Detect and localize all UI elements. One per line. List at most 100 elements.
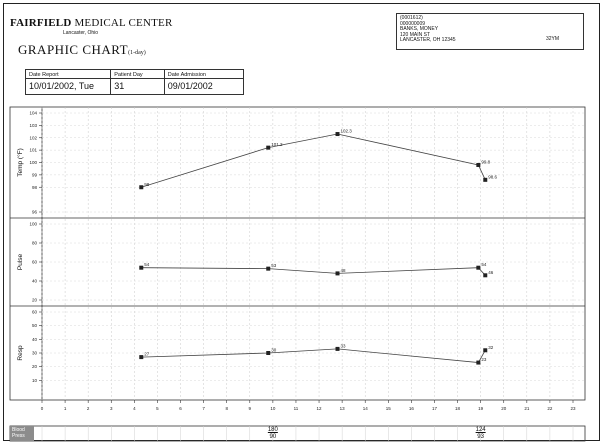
y-tick-label: 60 [32,310,38,315]
date-admission-label: Date Admission [164,70,243,79]
patient-city: LANCASTER, OH 12345 [400,37,456,44]
x-tick-label: 14 [363,406,369,411]
x-tick-label: 12 [317,406,323,411]
x-tick-label: 5 [156,406,159,411]
x-tick-label: 15 [386,406,392,411]
y-tick-label: 50 [32,323,38,328]
bp-label-line2: Press [12,433,25,439]
chart-title: GRAPHIC CHART(1-day) [18,42,146,58]
date-report-label: Date Report [26,70,111,79]
info-table: Date Report 10/01/2002, Tue Patient Day … [25,69,244,95]
y-tick-label: 100 [29,160,37,165]
chart-frame [3,3,600,441]
bp-reading: 180 90 [265,427,281,441]
data-point [335,346,340,351]
x-tick-label: 2 [87,406,90,411]
data-label: 54 [144,262,150,267]
data-label: 23 [481,357,487,362]
y-tick-label: 10 [32,378,38,383]
y-tick-label: 20 [32,298,38,303]
bp-row-box [9,425,586,442]
blood-pressure-label: Blood Press [10,426,34,441]
chart-title-text: GRAPHIC CHART [18,42,129,57]
data-label: 27 [144,352,150,357]
x-tick-label: 6 [179,406,182,411]
hospital-location: Lancaster, Ohio [63,30,99,36]
data-label: 102.3 [341,129,353,134]
x-tick-label: 21 [524,406,530,411]
y-tick-label: 98 [32,185,38,190]
data-point [335,271,340,276]
patient-line2: 000000009 [400,20,426,27]
chart-subtitle: (1-day) [128,50,146,56]
x-tick-label: 7 [202,406,205,411]
data-point [139,185,144,190]
x-tick-label: 18 [455,406,461,411]
patient-line1: (0001612) [400,15,423,21]
y-tick-label: 104 [29,111,37,116]
y-axis-label: Pulse [17,253,24,270]
x-tick-label: 16 [409,406,415,411]
series-line [141,133,486,188]
data-label: 98 [144,182,150,187]
data-point [476,265,481,270]
data-point [266,351,271,355]
x-tick-label: 0 [41,406,44,411]
data-label: 54 [481,262,487,267]
data-point [483,273,488,278]
y-axis-label: Resp [17,345,24,361]
x-tick-label: 22 [547,406,553,411]
bp-systolic: 180 [267,427,278,433]
data-label: 32 [488,345,494,350]
y-tick-label: 96 [32,210,38,215]
bp-label-line1: Blood [12,427,25,433]
data-label: 53 [271,263,277,268]
x-tick-label: 8 [225,406,228,411]
data-label: 46 [488,270,494,275]
date-admission-cell: Date Admission 09/01/2002 [164,70,243,94]
data-point [483,348,488,353]
hospital-name: FAIRFIELD MEDICAL CENTER [10,17,172,29]
data-point [476,162,481,167]
series-line [141,267,486,276]
data-point [335,132,340,137]
y-tick-label: 60 [32,260,38,265]
x-tick-label: 9 [249,406,252,411]
y-tick-label: 101 [29,148,37,153]
data-label: 99.8 [481,159,490,164]
patient-day-value: 31 [114,81,125,91]
hospital-name-rest: MEDICAL CENTER [74,17,173,29]
data-point [266,145,271,150]
x-tick-label: 23 [570,406,576,411]
y-tick-label: 102 [29,135,37,140]
y-tick-label: 20 [32,364,38,369]
bp-systolic: 124 [475,427,486,433]
data-label: 98.6 [488,174,497,179]
date-report-cell: Date Report 10/01/2002, Tue [26,70,112,94]
y-tick-label: 103 [29,123,37,128]
x-tick-label: 17 [432,406,438,411]
data-point [476,360,481,365]
data-point [139,265,144,270]
bp-reading: 124 93 [473,427,489,441]
patient-box: (0001612) 000000009 BANKS, MONEY 120 MAI… [396,13,584,50]
chart-box [9,106,586,401]
data-point [483,177,488,182]
hospital-name-bold: FAIRFIELD [10,17,72,29]
x-tick-label: 19 [478,406,484,411]
y-tick-label: 40 [32,279,38,284]
y-tick-label: 99 [32,172,38,177]
patient-day-cell: Patient Day 31 [111,70,165,94]
x-tick-label: 20 [501,406,507,411]
data-point [266,266,271,271]
y-tick-label: 80 [32,241,38,246]
data-label: 30 [271,348,277,353]
x-tick-label: 4 [133,406,136,411]
x-tick-label: 10 [270,406,276,411]
bp-diastolic: 93 [477,434,484,440]
patient-name: BANKS, MONEY [400,26,439,33]
bp-diastolic: 90 [269,434,277,440]
patient-address: 120 MAIN ST [400,31,431,38]
x-tick-label: 3 [110,406,113,411]
